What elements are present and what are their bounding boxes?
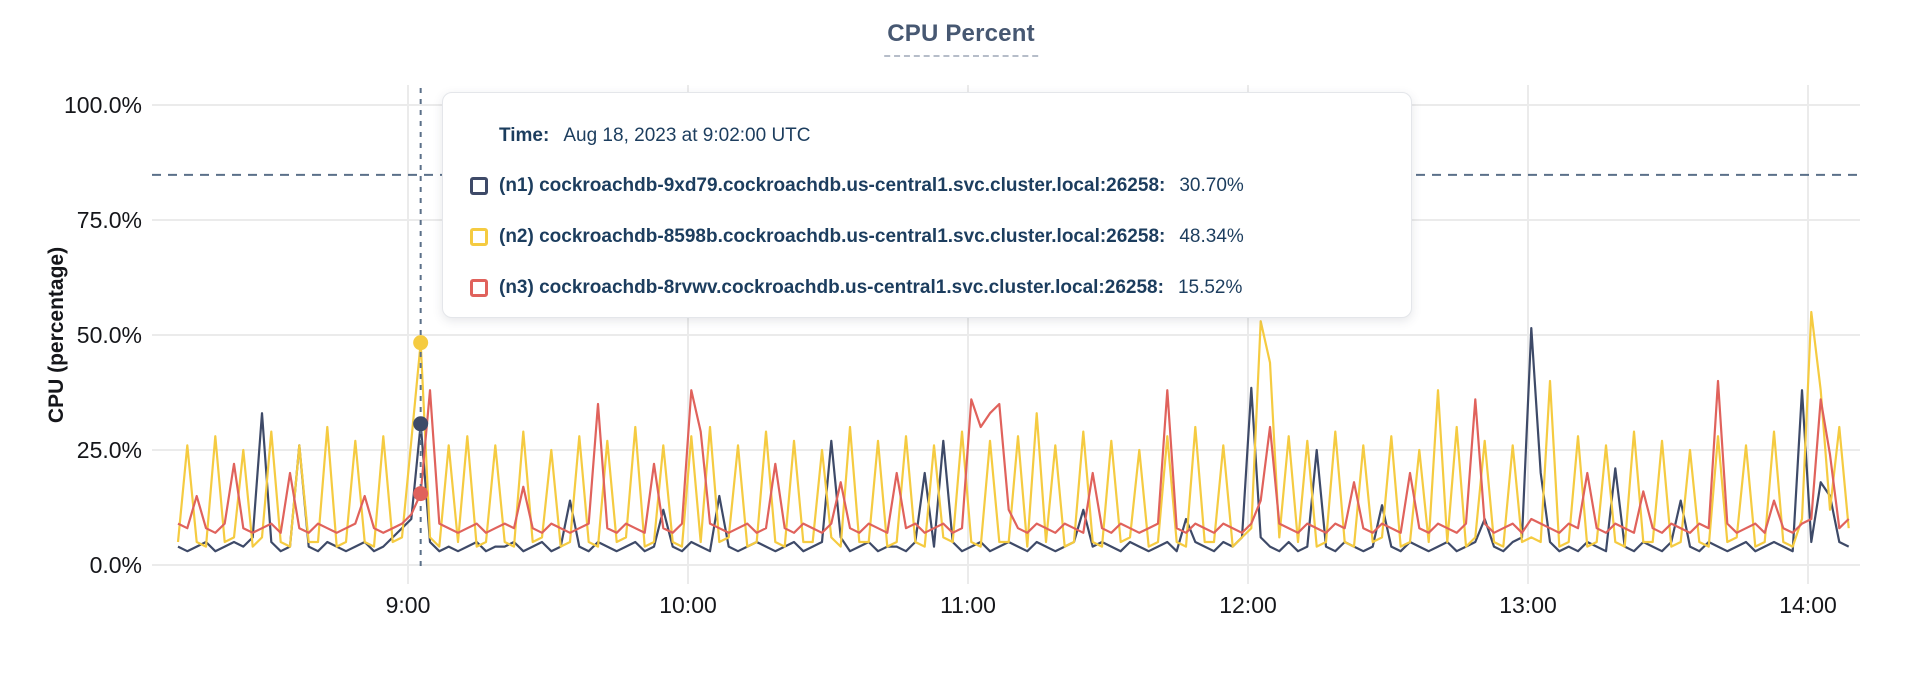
hover-marker-n3 [413, 486, 429, 502]
tooltip-row-label: (n3) cockroachdb-8rvwv.cockroachdb.us-ce… [499, 277, 1164, 298]
chart-title[interactable]: CPU Percent [884, 20, 1038, 57]
tooltip-row-label: (n2) cockroachdb-8598b.cockroachdb.us-ce… [499, 226, 1166, 247]
tooltip-row-n1: (n1) cockroachdb-9xd79.cockroachdb.us-ce… [470, 174, 1393, 198]
hover-tooltip: Time: Aug 18, 2023 at 9:02:00 UTC (n1) c… [442, 92, 1412, 318]
x-tick-label: 10:00 [659, 592, 717, 618]
tooltip-row-value: 15.52% [1177, 277, 1243, 298]
tooltip-row-value: 48.34% [1179, 226, 1244, 247]
x-tick-label: 14:00 [1779, 592, 1837, 618]
x-tick-label: 13:00 [1499, 592, 1557, 618]
y-tick-label: 50.0% [76, 322, 142, 348]
y-tick-label: 0.0% [89, 552, 142, 578]
tooltip-row-n2: (n2) cockroachdb-8598b.cockroachdb.us-ce… [470, 225, 1393, 249]
x-tick-label: 12:00 [1219, 592, 1277, 618]
y-tick-label: 100.0% [63, 92, 142, 118]
tooltip-time-value: Aug 18, 2023 at 9:02:00 UTC [563, 125, 811, 146]
hover-marker-n1 [413, 416, 429, 432]
tooltip-row-label: (n1) cockroachdb-9xd79.cockroachdb.us-ce… [499, 175, 1166, 196]
tooltip-row-value: 30.70% [1179, 175, 1244, 196]
legend-swatch-n2 [470, 228, 488, 246]
series-line-n1 [177, 327, 1850, 553]
tooltip-time-label: Time: [499, 125, 550, 146]
tooltip-time-row: Time: Aug 18, 2023 at 9:02:00 UTC [499, 124, 1393, 148]
series-line-n2 [176, 310, 1850, 548]
y-tick-label: 25.0% [76, 437, 142, 463]
x-tick-label: 9:00 [385, 592, 431, 618]
legend-swatch-n1 [470, 177, 488, 195]
hover-marker-n2 [413, 335, 429, 351]
tooltip-row-n3: (n3) cockroachdb-8rvwv.cockroachdb.us-ce… [470, 276, 1393, 300]
legend-swatch-n3 [470, 279, 488, 297]
series-line-n3 [177, 379, 1850, 534]
y-tick-label: 75.0% [76, 207, 142, 233]
x-tick-label: 11:00 [940, 592, 996, 618]
